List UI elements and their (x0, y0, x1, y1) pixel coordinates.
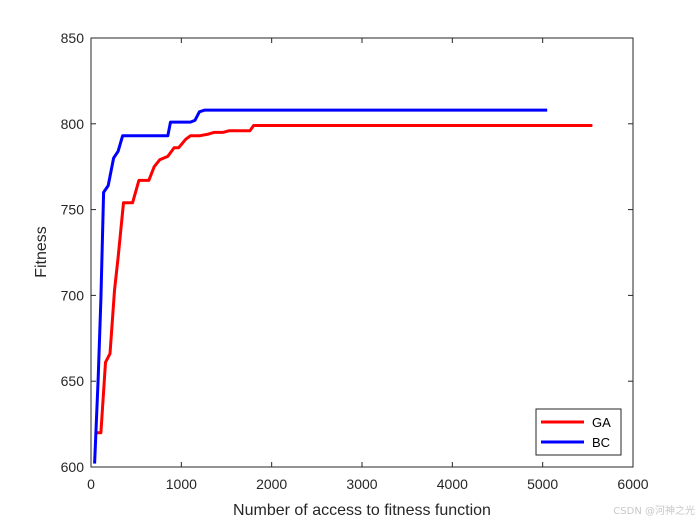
y-tick-label: 700 (61, 287, 85, 303)
x-tick-label: 2000 (256, 476, 287, 492)
y-tick-label: 600 (61, 459, 85, 475)
x-tick-label: 3000 (346, 476, 377, 492)
y-tick-label: 750 (61, 202, 85, 218)
axes-layer: 0 1000 2000 3000 4000 5000 6000 600 650 700 750 800… (61, 30, 649, 492)
x-tick-label: 5000 (527, 476, 558, 492)
legend: GA BC (535, 408, 622, 456)
series-layer (93, 108, 593, 464)
x-tick-label: 1000 (166, 476, 197, 492)
series-line-ga (95, 124, 593, 435)
legend-label-ga: GA (592, 415, 611, 430)
y-tick-label: 650 (61, 373, 85, 389)
x-tick-label: 0 (87, 476, 95, 492)
legend-label-bc: BC (592, 435, 610, 450)
y-tick-label: 800 (61, 116, 85, 132)
watermark-text: CSDN @河神之光 (613, 504, 695, 517)
x-tick-label: 6000 (617, 476, 648, 492)
plot-area (91, 38, 633, 467)
legend-box (535, 408, 622, 456)
x-tick-label: 4000 (437, 476, 468, 492)
y-axis-title: Fitness (33, 226, 50, 278)
x-axis-title: Number of access to fitness function (233, 502, 491, 519)
y-tick-label: 850 (61, 30, 85, 46)
series-line-bc (93, 108, 548, 464)
